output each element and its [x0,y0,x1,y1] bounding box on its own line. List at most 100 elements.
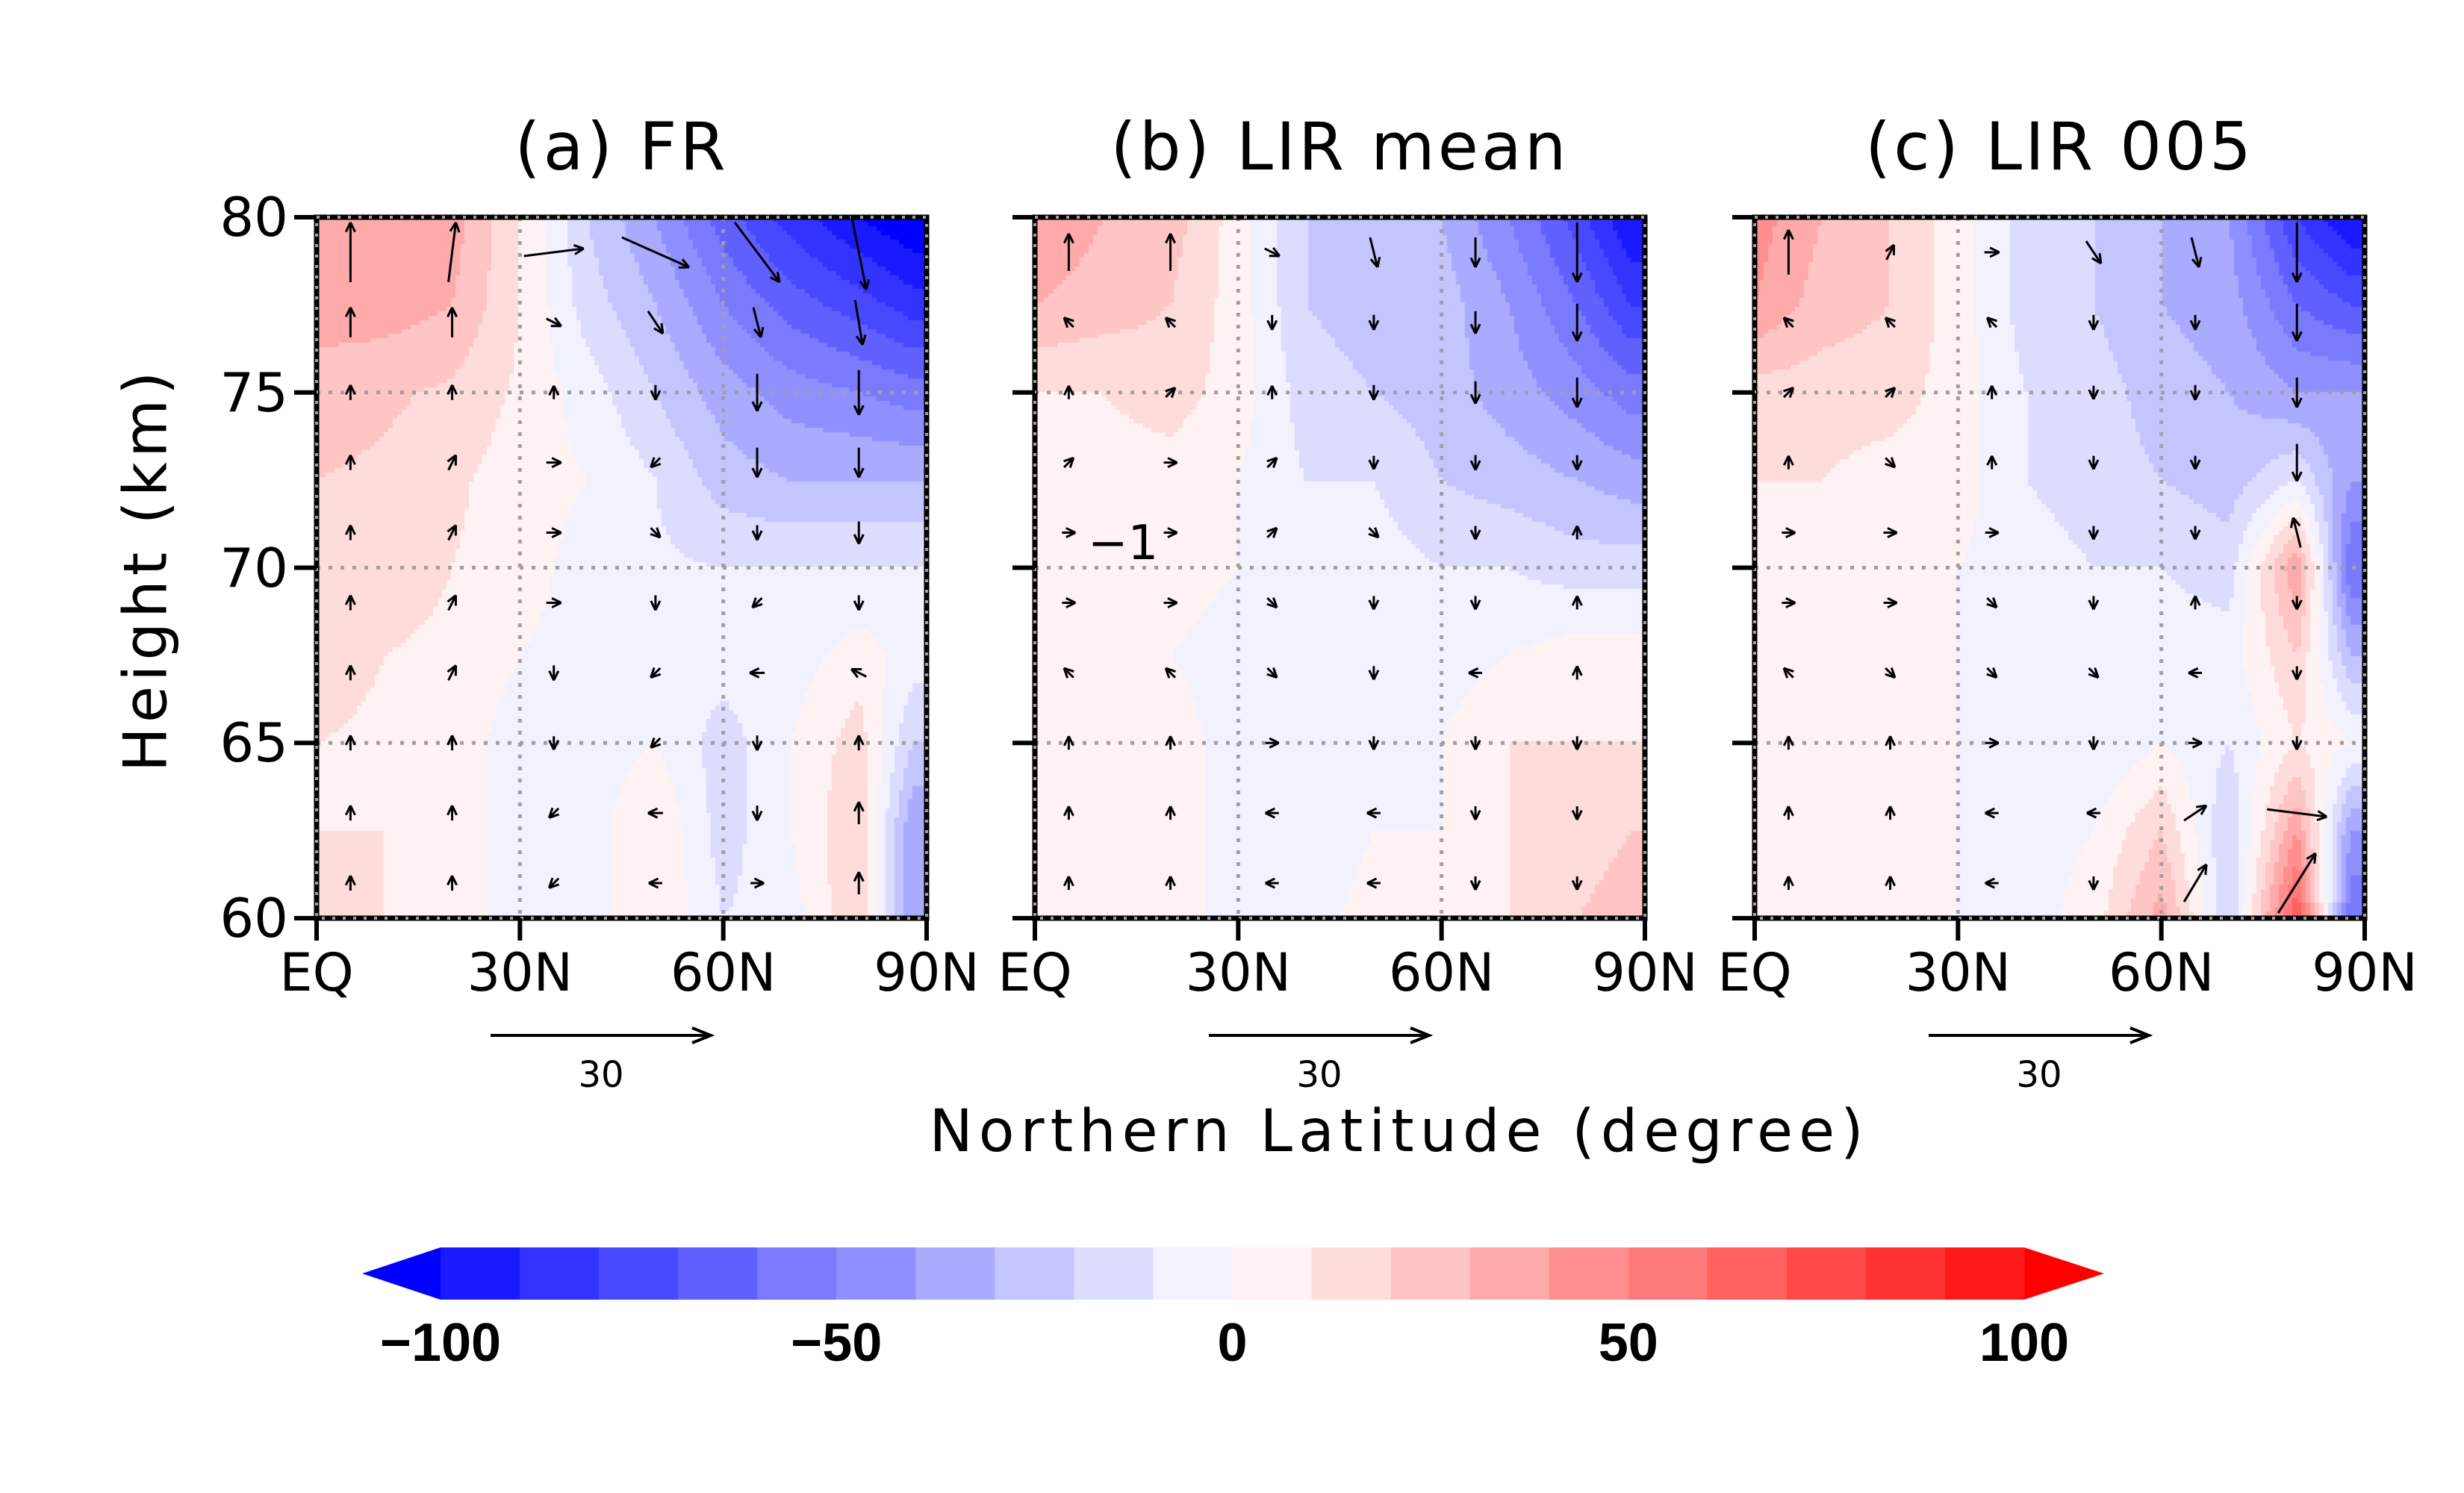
panel-title: (c) LIR 005 [1864,108,2255,185]
wind-vector [1571,665,1583,680]
wind-vector [1368,384,1380,401]
wind-vector [2291,377,2303,408]
wind-vector [344,454,356,470]
reference-vector [491,1026,715,1044]
wind-vector [751,525,763,541]
wind-vector [1063,667,1074,679]
wind-vector [447,384,458,400]
wind-vector [1571,222,1583,283]
colorbar-box [1944,1247,2025,1300]
wind-vector [650,667,662,679]
wind-vector [2289,517,2302,548]
wind-vector [650,737,662,749]
wind-vector [1469,736,1481,750]
wind-vector [1165,876,1176,891]
wind-vector [546,527,562,538]
colorbar-box [1074,1247,1154,1300]
wind-vector [1782,455,1794,470]
x-tick-label: 30N [1185,942,1292,1003]
x-tick-label: EQ [1717,942,1792,1003]
wind-vector [650,595,662,611]
wind-vector [548,665,560,682]
wind-vector [548,736,560,750]
panel-frame-dots [1753,216,2366,920]
wind-vector [650,457,662,469]
reference-vector-label: 30 [2016,1054,2062,1096]
colorbar-over-triangle [2024,1247,2104,1300]
wind-vector [344,875,356,891]
wind-vector [1165,805,1176,820]
y-tick-label: 75 [220,361,288,424]
wind-vector [853,595,865,611]
wind-vector [853,521,865,545]
wind-vector [1062,527,1077,538]
wind-vector [1986,667,1998,679]
wind-vector [1782,229,1794,275]
colorbar-box [1311,1247,1392,1300]
panel-title: (a) FR [514,108,729,185]
colorbar-box [836,1247,916,1300]
wind-vector [1986,597,1998,609]
wind-vector [751,373,763,412]
wind-vector [1266,385,1278,399]
wind-vector [1366,877,1381,889]
wind-vector [2189,455,2201,470]
wind-vector [1164,317,1176,328]
wind-vector [1163,527,1178,538]
wind-vector [2189,384,2201,401]
wind-vector [2088,385,2100,400]
x-tick-label: EQ [279,942,354,1003]
wind-vector [1266,314,1278,331]
wind-vector [648,877,662,889]
wind-vector [2088,526,2100,540]
wind-vector [1368,455,1380,470]
wind-vector [853,447,865,479]
wind-vector [1782,667,1794,679]
wind-vector [1165,386,1177,399]
colorbar-box [441,1247,520,1300]
wind-vector [751,597,763,609]
wind-vector [1469,526,1481,540]
wind-vector [1571,736,1583,750]
wind-vector [2291,303,2303,342]
wind-vector [546,457,562,469]
wind-vector [751,447,763,479]
wind-vector [621,236,691,269]
x-tick-label: 60N [1388,942,1495,1003]
colorbar-box [1469,1247,1550,1300]
x-tick-label: 90N [1592,942,1698,1003]
wind-vector [1985,807,1999,819]
colorbar-tick-label: 50 [1598,1313,1658,1373]
x-axis-label: Northern Latitude (degree) [929,1098,1870,1165]
wind-vector [749,667,765,679]
colorbar-box [520,1247,600,1300]
wind-vector [1468,667,1483,679]
wind-vector [1368,596,1380,611]
wind-vector [2189,595,2201,610]
wind-vector [2088,667,2100,679]
wind-vector [1883,597,1898,608]
wind-vector [850,667,867,679]
x-tick-label: 30N [1905,942,2012,1003]
wind-vector [447,735,458,751]
wind-vector [1265,807,1279,819]
wind-vector [853,299,867,346]
wind-vector [752,307,765,338]
wind-vector [1985,877,1999,889]
contour-field-2 [1035,217,1645,918]
wind-vector [1062,597,1077,608]
wind-vector [2183,863,2208,903]
wind-vector [850,214,871,290]
colorbar-tick-label: −100 [379,1313,502,1373]
wind-vector [2088,876,2100,891]
wind-vector [344,594,356,611]
wind-vector [523,244,585,258]
wind-vector [1884,317,1896,328]
wind-vector [1571,876,1583,891]
wind-vector [1165,233,1176,271]
wind-vector [1571,303,1583,342]
wind-vector [344,664,356,681]
wind-vector [548,385,560,399]
x-tick-label: 90N [874,942,980,1003]
